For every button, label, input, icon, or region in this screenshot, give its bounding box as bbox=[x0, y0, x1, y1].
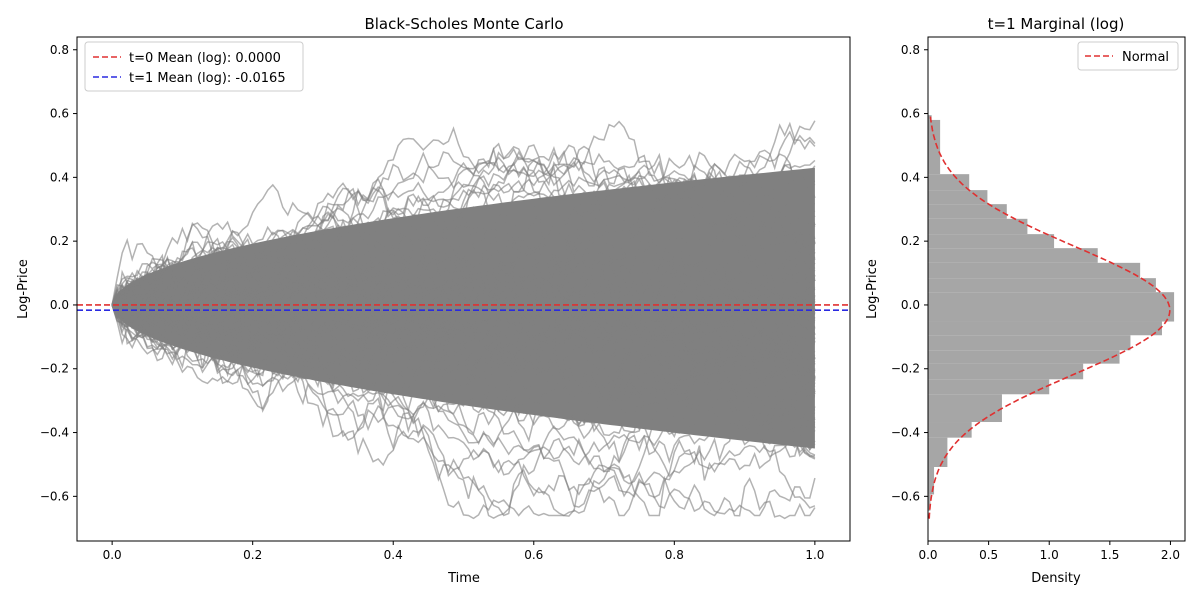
legend-normal-label: Normal bbox=[1122, 50, 1169, 65]
simulated-path bbox=[111, 207, 816, 318]
left-y-axis: −0.6 −0.4 −0.2 0.0 0.2 0.4 0.6 0.8 bbox=[40, 43, 77, 503]
simulated-path bbox=[111, 180, 815, 306]
y-tick-label: 0.6 bbox=[901, 107, 920, 121]
simulated-path bbox=[111, 266, 816, 362]
x-tick-label: 0.4 bbox=[384, 548, 403, 562]
histogram-bar bbox=[928, 278, 1156, 293]
histogram-bar bbox=[928, 363, 1084, 380]
normal-density-curve bbox=[928, 115, 1171, 519]
right-y-axis: −0.6 −0.4 −0.2 0.0 0.2 0.4 0.6 0.8 bbox=[891, 43, 928, 503]
y-tick-label: −0.6 bbox=[891, 489, 920, 503]
simulated-path bbox=[111, 287, 816, 433]
x-tick-label: 1.0 bbox=[805, 548, 824, 562]
histogram-bar bbox=[928, 262, 1141, 279]
simulated-path bbox=[111, 264, 816, 363]
x-tick-label: 0.8 bbox=[665, 548, 684, 562]
histogram-bar bbox=[928, 234, 1055, 249]
right-axes-frame bbox=[927, 36, 1186, 542]
simulated-paths bbox=[111, 120, 816, 520]
right-y-axis-label: Log-Price bbox=[865, 259, 880, 319]
left-chart-title: Black-Scholes Monte Carlo bbox=[364, 15, 563, 33]
left-legend: t=0 Mean (log): 0.0000 t=1 Mean (log): -… bbox=[84, 41, 304, 92]
x-tick-label: 0.0 bbox=[918, 548, 937, 562]
x-tick-label: 0.5 bbox=[979, 548, 998, 562]
y-tick-label: −0.2 bbox=[40, 362, 69, 376]
y-tick-label: −0.4 bbox=[891, 426, 920, 440]
histogram-bar bbox=[928, 321, 1162, 336]
simulated-path bbox=[111, 269, 816, 429]
left-axes-frame bbox=[76, 36, 851, 542]
histogram-bar bbox=[928, 437, 948, 467]
simulated-path bbox=[111, 237, 816, 443]
simulated-path bbox=[111, 159, 816, 330]
right-x-axis: 0.0 0.5 1.0 1.5 2.0 bbox=[918, 541, 1180, 562]
marginal-panel: t=1 Marginal (log) 0.0 0.5 1.0 1.5 2.0 −0.6−… bbox=[865, 15, 1186, 586]
y-tick-label: 0.8 bbox=[901, 43, 920, 57]
right-plot-area bbox=[928, 115, 1175, 519]
histogram-bar bbox=[928, 174, 970, 191]
histogram-bar bbox=[928, 494, 931, 511]
right-x-axis-label: Density bbox=[1031, 571, 1081, 586]
simulated-path bbox=[111, 227, 815, 329]
monte-carlo-panel: Black-Scholes Monte Carlo 0.0 0.2 0.4 0.6 0.… bbox=[16, 15, 851, 586]
y-tick-label: −0.2 bbox=[891, 362, 920, 376]
histogram-bar bbox=[928, 335, 1131, 351]
simulated-path bbox=[111, 265, 816, 365]
histogram-bar bbox=[928, 394, 1002, 423]
y-tick-label: 0.4 bbox=[50, 170, 69, 184]
simulated-path bbox=[111, 282, 816, 402]
simulated-path bbox=[111, 222, 816, 361]
left-legend-box bbox=[84, 41, 304, 92]
histogram-bar bbox=[928, 119, 941, 175]
x-tick-label: 1.5 bbox=[1100, 548, 1119, 562]
x-tick-label: 0.6 bbox=[524, 548, 543, 562]
simulated-path bbox=[111, 152, 815, 317]
x-tick-label: 1.0 bbox=[1040, 548, 1059, 562]
simulated-path bbox=[111, 304, 816, 520]
legend-t1-mean-label: t=1 Mean (log): -0.0165 bbox=[129, 71, 286, 86]
histogram-bar bbox=[928, 190, 988, 205]
right-legend: Normal bbox=[1077, 41, 1179, 71]
y-tick-label: 0.8 bbox=[50, 43, 69, 57]
y-tick-label: 0.0 bbox=[901, 298, 920, 312]
histogram-bar bbox=[928, 218, 1028, 235]
histogram-bar bbox=[928, 422, 972, 438]
right-legend-box bbox=[1077, 41, 1179, 71]
left-y-axis-label: Log-Price bbox=[16, 259, 31, 319]
histogram-bar bbox=[928, 379, 1050, 395]
histogram-bar bbox=[928, 204, 1007, 219]
simulated-path bbox=[111, 163, 816, 306]
x-tick-label: 2.0 bbox=[1161, 548, 1180, 562]
simulated-path bbox=[111, 295, 816, 509]
histogram-bar bbox=[928, 248, 1098, 263]
simulated-path bbox=[111, 292, 816, 410]
x-tick-label: 0.2 bbox=[243, 548, 262, 562]
simulated-path bbox=[111, 223, 816, 361]
left-x-axis: 0.0 0.2 0.4 0.6 0.8 1.0 bbox=[103, 541, 824, 562]
simulated-path bbox=[111, 279, 816, 374]
simulated-path bbox=[111, 223, 816, 337]
y-tick-label: 0.2 bbox=[901, 234, 920, 248]
y-tick-label: −0.4 bbox=[40, 426, 69, 440]
simulated-path bbox=[111, 291, 816, 520]
y-tick-label: 0.4 bbox=[901, 170, 920, 184]
simulated-path bbox=[111, 223, 816, 338]
y-tick-label: 0.6 bbox=[50, 107, 69, 121]
histogram-bar bbox=[928, 466, 935, 495]
y-tick-label: 0.2 bbox=[50, 234, 69, 248]
left-plot-area bbox=[77, 120, 850, 520]
left-x-axis-label: Time bbox=[447, 571, 480, 586]
simulated-path bbox=[111, 145, 816, 308]
histogram-bar bbox=[928, 292, 1175, 322]
right-chart-title: t=1 Marginal (log) bbox=[988, 15, 1125, 33]
x-tick-label: 0.0 bbox=[103, 548, 122, 562]
y-tick-label: 0.0 bbox=[50, 298, 69, 312]
simulated-path bbox=[111, 288, 816, 434]
histogram-bar bbox=[928, 350, 1120, 364]
simulated-path bbox=[111, 304, 816, 520]
simulated-path bbox=[111, 254, 816, 517]
y-tick-label: −0.6 bbox=[40, 489, 69, 503]
legend-t0-mean-label: t=0 Mean (log): 0.0000 bbox=[129, 51, 281, 66]
